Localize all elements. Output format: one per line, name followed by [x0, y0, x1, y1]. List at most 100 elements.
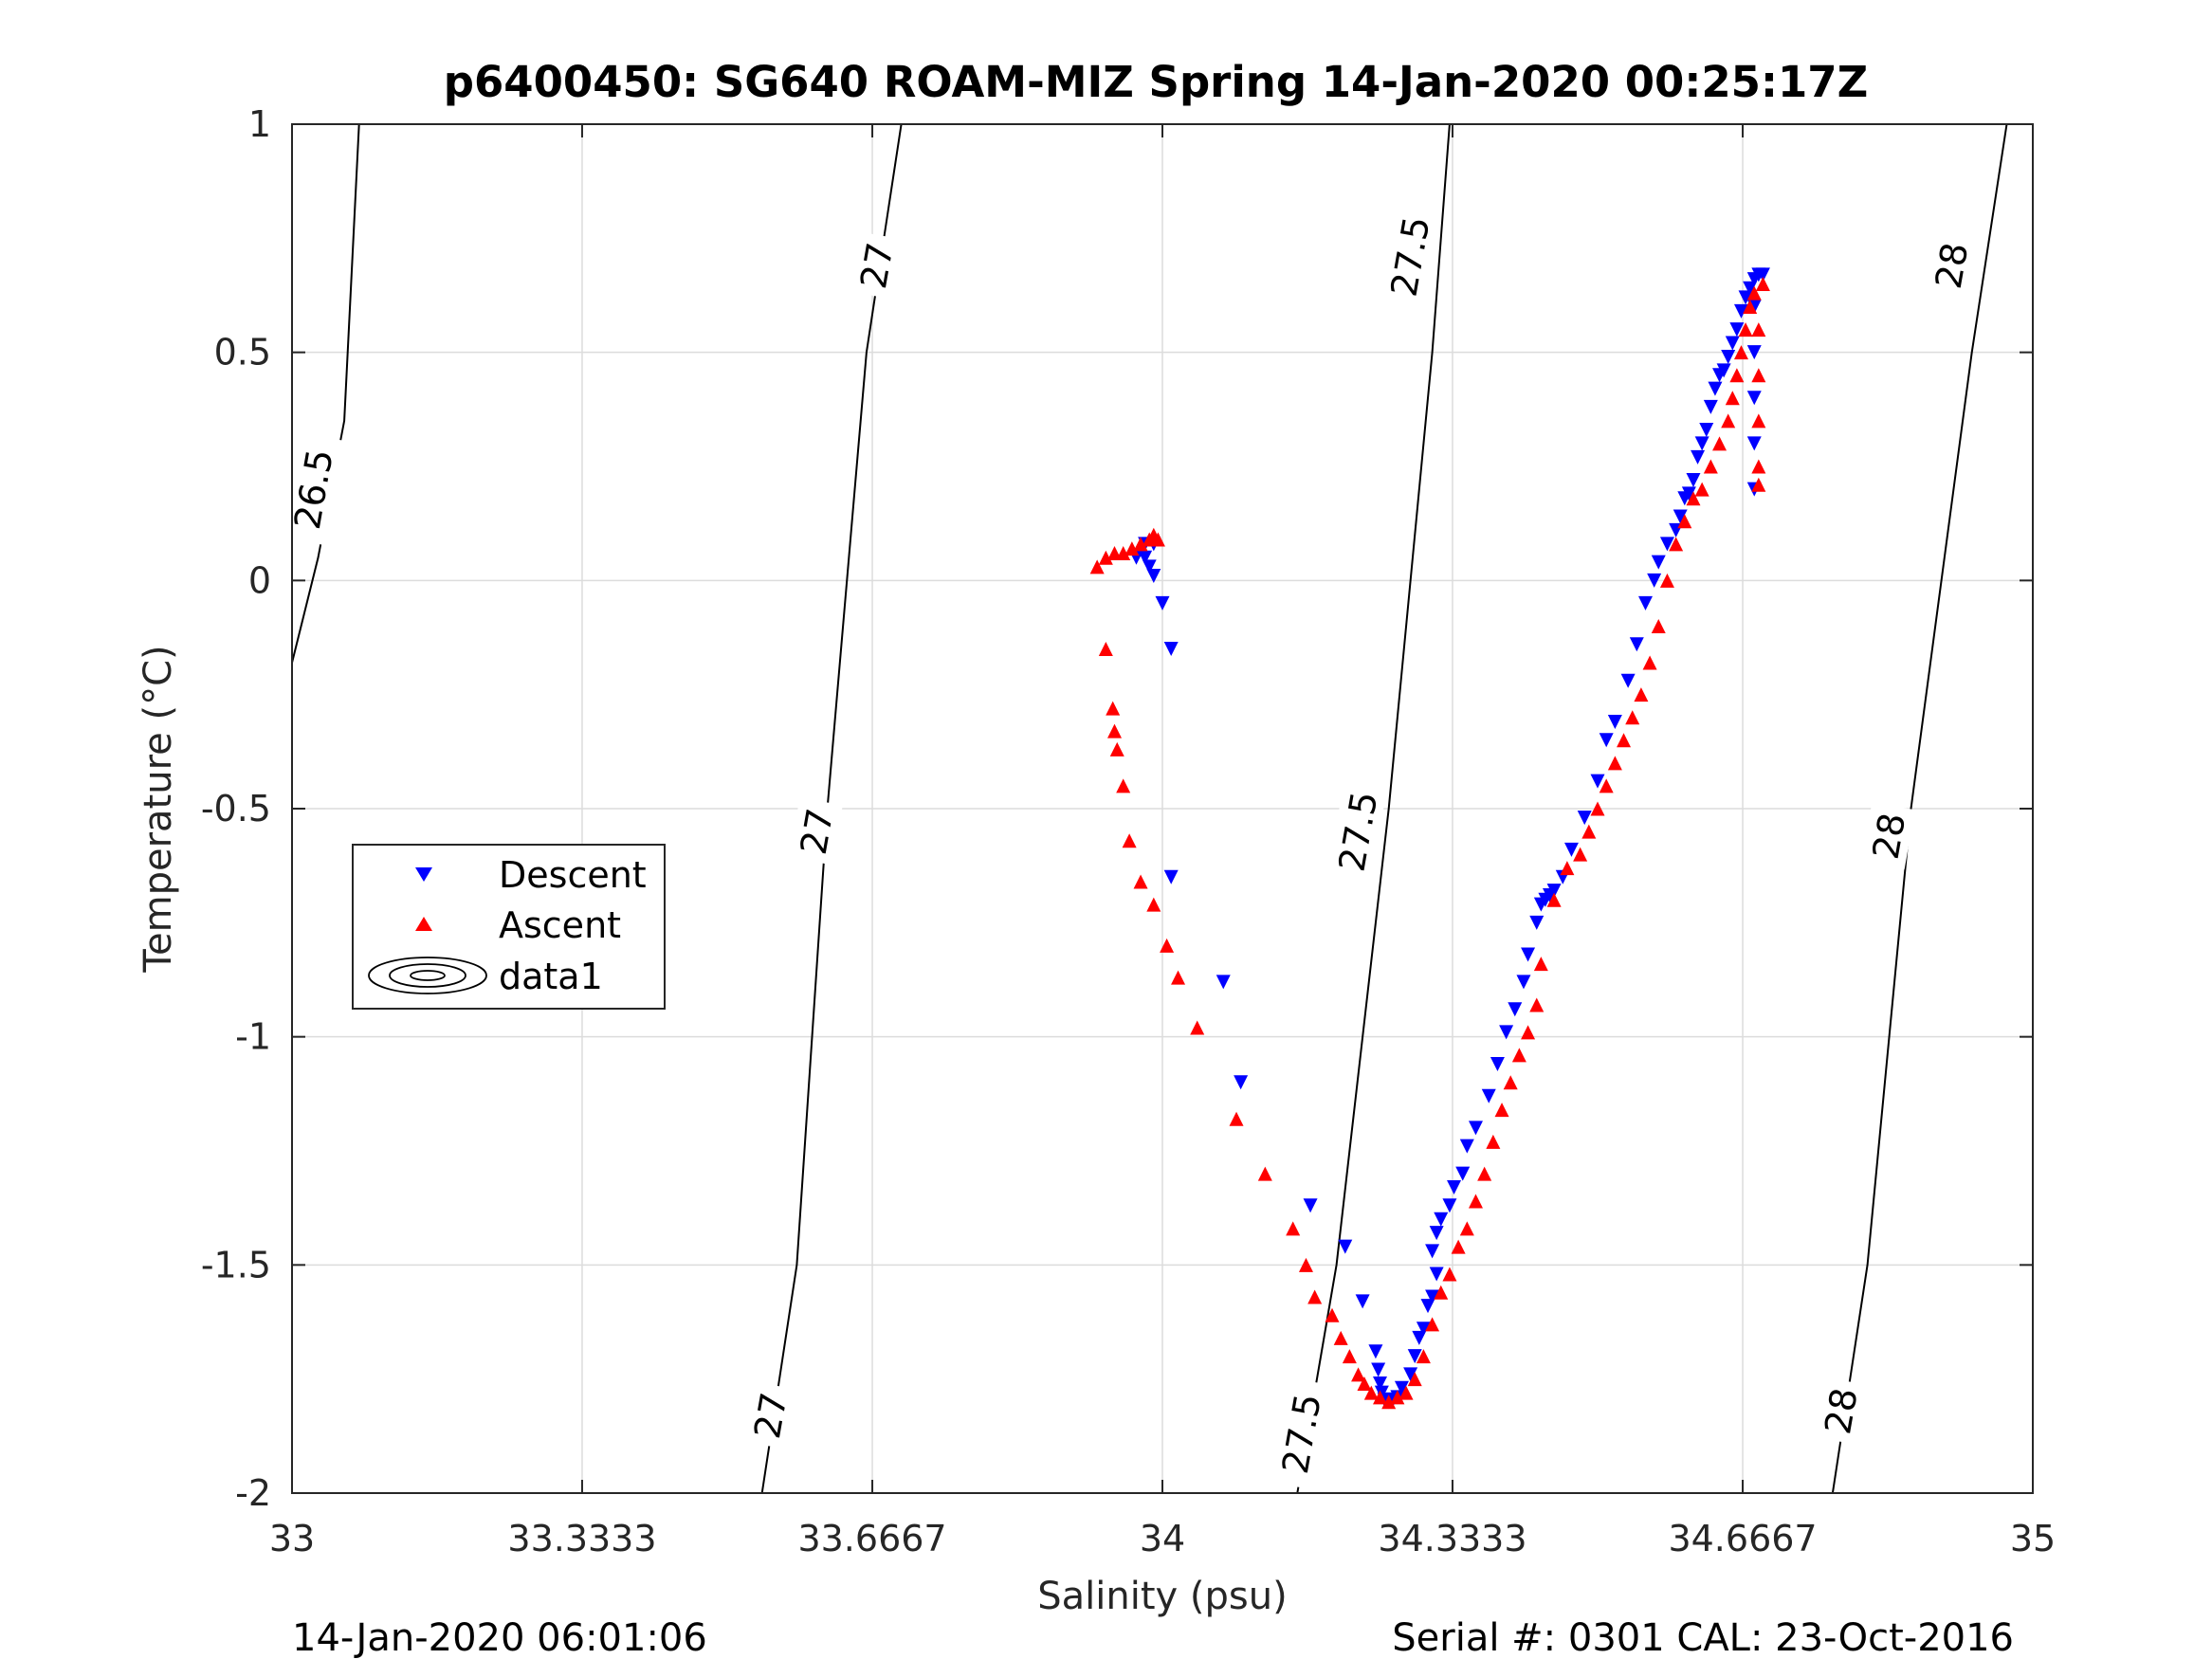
ascent-point: [1560, 861, 1575, 876]
descent-point: [1412, 1330, 1427, 1345]
ascent-point: [1703, 459, 1718, 474]
descent-point: [1425, 1289, 1440, 1304]
ascent-point: [1529, 997, 1545, 1012]
descent-point: [1686, 472, 1701, 487]
ascent-point: [1171, 970, 1186, 985]
contour-label-background: [742, 1381, 797, 1449]
descent-point: [1607, 715, 1622, 730]
descent-point: [1407, 1349, 1422, 1364]
descent-point: [1694, 436, 1709, 451]
descent-point: [1490, 1057, 1505, 1072]
ascent-point: [1160, 938, 1175, 953]
descent-point: [1442, 1198, 1457, 1213]
contour-label-background: [1924, 231, 1978, 300]
ascent-point: [1257, 1166, 1272, 1181]
ascent-point: [1751, 322, 1766, 337]
ascent-point: [1751, 459, 1766, 474]
ascent-point: [1607, 756, 1622, 771]
ascent-point: [1590, 801, 1605, 816]
descent-point: [1394, 1380, 1409, 1395]
contour-line-28: [1831, 123, 2008, 1494]
ascent-point: [1357, 1376, 1372, 1391]
ascent-point: [1755, 276, 1770, 291]
descent-point: [1499, 1025, 1514, 1040]
ascent-point: [1150, 532, 1165, 547]
ascent-point: [1533, 957, 1548, 972]
ascent-point: [1669, 537, 1684, 552]
ascent-point: [1751, 477, 1766, 492]
y-tick-label: -1.5: [201, 1244, 271, 1285]
descent-point: [1447, 1180, 1462, 1195]
footer-calibration: Serial #: 0301 CAL: 23-Oct-2016: [1392, 1616, 2014, 1659]
descent-point: [1481, 1088, 1496, 1103]
descent-point: [1403, 1367, 1418, 1382]
ascent-point: [1686, 491, 1701, 506]
descent-point: [1629, 637, 1644, 652]
ascent-point: [1546, 892, 1562, 907]
contour-label-text: 27: [852, 240, 902, 292]
ascent-point: [1721, 413, 1736, 428]
descent-point: [1434, 1212, 1449, 1227]
descent-point: [1659, 537, 1674, 552]
descent-point: [1590, 774, 1605, 789]
descent-point: [1681, 486, 1696, 501]
legend-contour-marker: [368, 957, 487, 994]
ascent-point: [1694, 482, 1709, 497]
legend: Descent Ascent data1: [352, 844, 666, 1010]
contour-label-text: 27: [746, 1390, 795, 1442]
ascent-point: [1116, 545, 1131, 560]
descent-point: [1563, 842, 1579, 857]
ascent-point: [1468, 1194, 1483, 1209]
ascent-point: [1617, 733, 1632, 748]
ascent-point: [1363, 1385, 1379, 1400]
contour-label-background: [849, 231, 904, 300]
descent-point: [1338, 1239, 1353, 1254]
ascent-point: [1298, 1257, 1313, 1272]
ascent-point: [1098, 550, 1113, 565]
descent-point: [1746, 391, 1762, 406]
contour-label-text: 28: [1928, 240, 1977, 292]
contour-label-text: 27: [793, 805, 842, 857]
descent-point: [1429, 1267, 1444, 1282]
ascent-point: [1738, 322, 1753, 337]
legend-box: [352, 844, 666, 1010]
descent-point: [1234, 1075, 1249, 1090]
ascent-point: [1434, 1285, 1449, 1300]
y-tick-label: 0.5: [214, 332, 271, 374]
descent-point: [1468, 1121, 1483, 1136]
descent-point: [1721, 349, 1736, 364]
ascent-point: [1398, 1385, 1414, 1400]
ascent-point: [1743, 300, 1758, 315]
chart-title: p6400450: SG640 ROAM-MIZ Spring 14-Jan-2…: [444, 57, 1868, 107]
ascent-point: [1677, 514, 1692, 529]
descent-point: [1546, 884, 1562, 899]
ascent-point: [1229, 1111, 1244, 1126]
ascent-point: [1416, 1349, 1431, 1364]
descent-point: [1429, 1226, 1444, 1241]
contour-label-background: [789, 797, 843, 866]
descent-point: [1637, 595, 1653, 611]
data-points: [1089, 267, 1770, 1410]
ascent-point: [1425, 1317, 1440, 1332]
legend-descent-label: Descent: [499, 854, 647, 896]
ascent-point: [1146, 897, 1161, 912]
contour-label-background: [1861, 802, 1915, 870]
footer-timestamp: 14-Jan-2020 06:01:06: [292, 1616, 707, 1659]
descent-point: [1163, 642, 1179, 657]
ascent-point: [1325, 1307, 1340, 1322]
ascent-point: [1451, 1239, 1466, 1254]
ascent-point: [1746, 285, 1762, 301]
descent-point: [1716, 363, 1731, 378]
descent-point: [1708, 381, 1723, 396]
x-tick-label: 35: [2010, 1518, 2056, 1559]
descent-point: [1371, 1362, 1386, 1377]
descent-point: [1529, 915, 1545, 930]
ascent-point: [1342, 1349, 1357, 1364]
ascent-point: [1573, 847, 1588, 862]
contour-label-text: 28: [1865, 810, 1914, 862]
descent-point: [1416, 1322, 1431, 1337]
ascent-point: [1729, 368, 1745, 383]
descent-point: [1725, 336, 1740, 351]
descent-point: [1620, 673, 1636, 688]
